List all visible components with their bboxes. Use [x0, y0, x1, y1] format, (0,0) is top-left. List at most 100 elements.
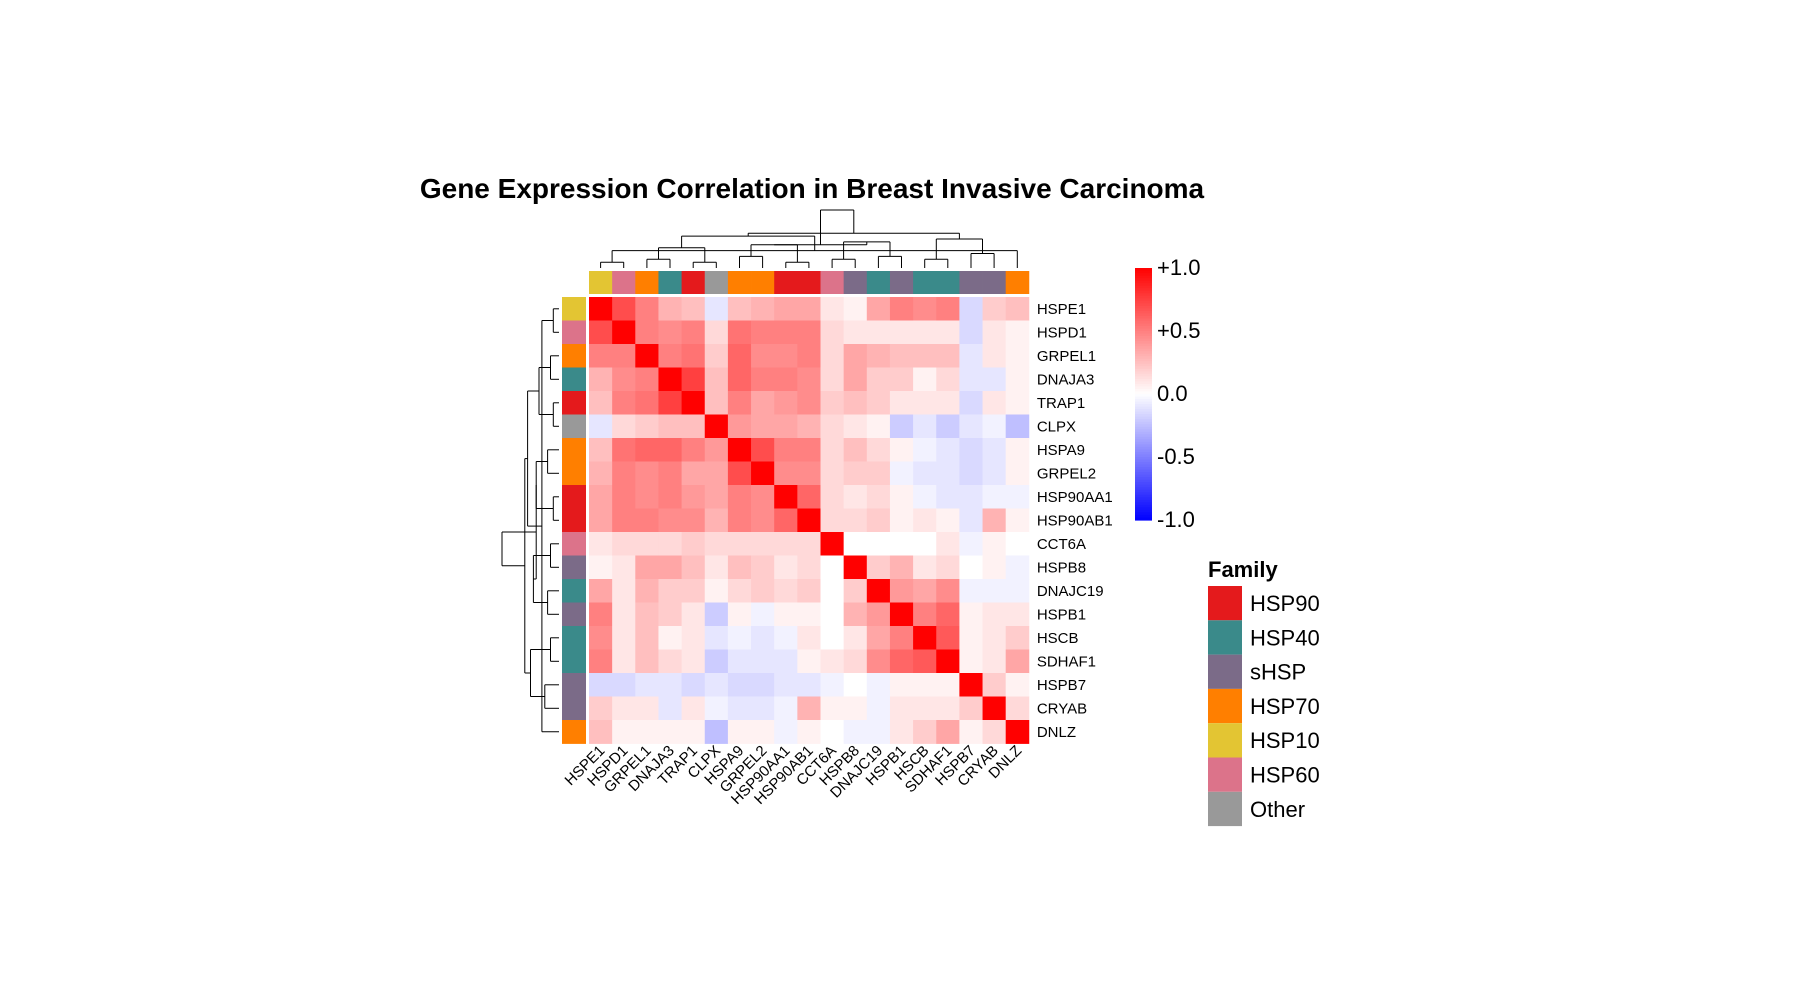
heatmap-cell-HSPE1-HSPE1 [589, 297, 613, 321]
heatmap-cell-HSPB8-GRPEL1 [635, 555, 659, 580]
heatmap-cell-CRYAB-HSPB7 [959, 696, 983, 721]
row-annotation-HSPB8 [562, 555, 586, 580]
heatmap-cell-CLPX-HSPE1 [589, 414, 613, 439]
heatmap-cell-HSPA9-HSP90AB1 [797, 438, 821, 462]
heatmap-cell-HSPD1-HSPA9 [727, 320, 752, 345]
row-label-CLPX: CLPX [1037, 418, 1076, 435]
colorbar-step-21 [1135, 320, 1152, 325]
heatmap-cell-SDHAF1-DNAJC19 [866, 649, 891, 674]
chart-title: Gene Expression Correlation in Breast In… [420, 173, 1205, 204]
row-labels: HSPE1 HSPD1 GRPEL1 DNAJA3 TRAP1 CLPX HSPA9 GRPE… [1037, 301, 1113, 741]
heatmap-cell-SDHAF1-CRYAB [982, 649, 1007, 674]
heatmap-cell-HSPD1-DNAJA3 [658, 320, 682, 345]
heatmap-cell-HSPE1-SDHAF1 [936, 297, 960, 321]
column-annotation-DNLZ [1005, 271, 1030, 294]
colorbar-step-34 [1135, 353, 1152, 357]
heatmap-cell-HSPD1-HSPB1 [889, 320, 914, 345]
heatmap-cell-CCT6A-DNAJC19 [866, 532, 891, 556]
heatmap-cell-HSPA9-HSPE1 [589, 438, 613, 462]
heatmap-cell-DNAJA3-HSP90AB1 [797, 367, 821, 392]
heatmap-cell-DNLZ-HSPB1 [889, 720, 914, 744]
heatmap-cell-DNLZ-HSPB8 [843, 720, 868, 744]
colorbar-step-36 [1135, 358, 1152, 362]
heatmap-cell-HSPB8-HSPD1 [612, 555, 636, 580]
heatmap-cell-HSPB7-DNLZ [1005, 673, 1030, 697]
colorbar-step-55 [1135, 406, 1152, 410]
heatmap-cell-HSPD1-CRYAB [982, 320, 1007, 345]
heatmap-cell-DNAJA3-DNAJC19 [866, 367, 891, 392]
heatmap-cell-CCT6A-HSPE1 [589, 532, 613, 556]
heatmap-cell-DNAJA3-HSPB7 [959, 367, 983, 392]
heatmap-cell-HSPB7-HSPE1 [589, 673, 613, 697]
heatmap-cell-TRAP1-HSPD1 [612, 391, 636, 415]
colorbar-step-80 [1135, 469, 1152, 473]
heatmap-cell-GRPEL1-HSPB7 [959, 344, 983, 368]
heatmap-cell-SDHAF1-HSP90AA1 [774, 649, 798, 674]
heatmap-cell-TRAP1-DNLZ [1005, 391, 1030, 415]
heatmap-cell-HSPB1-HSPB1 [889, 602, 914, 627]
heatmap-cell-HSCB-CCT6A [820, 626, 845, 650]
heatmap-cell-HSPB7-HSP90AB1 [797, 673, 821, 697]
heatmap-cell-DNAJC19-HSPA9 [727, 579, 752, 603]
heatmap-cell-CLPX-HSP90AB1 [797, 414, 821, 439]
heatmap-cell-CRYAB-HSPB8 [843, 696, 868, 721]
legend-swatch-hsp40 [1208, 620, 1242, 655]
heatmap-cell-SDHAF1-DNLZ [1005, 649, 1030, 674]
heatmap-cell-HSP90AB1-GRPEL2 [751, 508, 775, 533]
legend-title: Family [1208, 557, 1278, 582]
heatmap-cell-HSPA9-SDHAF1 [936, 438, 960, 462]
row-annotation-HSP90AA1 [562, 485, 586, 509]
colorbar-step-99 [1135, 517, 1152, 521]
heatmap-cell-SDHAF1-CLPX [704, 649, 729, 674]
heatmap-cell-GRPEL1-DNAJA3 [658, 344, 682, 368]
colorbar-step-73 [1135, 451, 1152, 456]
heatmap-cell-GRPEL2-SDHAF1 [936, 461, 960, 486]
colorbar-step-87 [1135, 487, 1152, 491]
heatmap-cell-HSP90AB1-HSPB7 [959, 508, 983, 533]
heatmap-cell-DNAJA3-HSPA9 [727, 367, 752, 392]
colorbar-step-28 [1135, 338, 1152, 342]
colorbar-tick-4: -1.0 [1157, 507, 1195, 532]
heatmap-cell-HSCB-CLPX [704, 626, 729, 650]
heatmap-cell-CLPX-GRPEL1 [635, 414, 659, 439]
colorbar-step-47 [1135, 386, 1152, 390]
colorbar-step-69 [1135, 441, 1152, 445]
heatmap-cell-TRAP1-CRYAB [982, 391, 1007, 415]
heatmap-cell-HSPE1-CRYAB [982, 297, 1007, 321]
colorbar-tick-2: 0.0 [1157, 381, 1188, 406]
legend-swatch-hsp10 [1208, 723, 1242, 758]
heatmap-cell-DNAJA3-HSPB1 [889, 367, 914, 392]
heatmap-cell-DNLZ-HSPE1 [589, 720, 613, 744]
row-annotation-HSP90AB1 [562, 508, 586, 533]
heatmap-cell-GRPEL2-HSPD1 [612, 461, 636, 486]
heatmap-cell-HSPE1-CLPX [704, 297, 729, 321]
heatmap-cell-HSPB7-DNAJC19 [866, 673, 891, 697]
heatmap-cell-HSPB8-HSPA9 [727, 555, 752, 580]
heatmap-cell-HSPB8-HSPB7 [959, 555, 983, 580]
heatmap-cell-GRPEL1-GRPEL2 [751, 344, 775, 368]
heatmap-cell-HSPB7-HSPD1 [612, 673, 636, 697]
heatmap-cell-HSP90AB1-GRPEL1 [635, 508, 659, 533]
column-annotation-HSP90AB1 [797, 271, 821, 294]
heatmap-cell-HSP90AB1-CLPX [704, 508, 729, 533]
heatmap-cell-HSPB1-HSP90AA1 [774, 602, 798, 627]
heatmap-cell-HSPB8-HSPB8 [843, 555, 868, 580]
colorbar-step-76 [1135, 459, 1152, 463]
heatmap-cell-HSP90AB1-HSPA9 [727, 508, 752, 533]
colorbar-step-58 [1135, 414, 1152, 418]
column-annotation-GRPEL2 [751, 271, 775, 294]
colorbar-step-95 [1135, 507, 1152, 511]
heatmap-cell-GRPEL1-TRAP1 [681, 344, 706, 368]
heatmap-cell-HSPB7-HSPB8 [843, 673, 868, 697]
heatmap-cell-HSP90AB1-HSPE1 [589, 508, 613, 533]
heatmap-cell-DNLZ-HSPA9 [727, 720, 752, 744]
heatmap-cell-HSP90AB1-CRYAB [982, 508, 1007, 533]
heatmap-cell-SDHAF1-CCT6A [820, 649, 845, 674]
heatmap-cell-HSPB1-HSPB8 [843, 602, 868, 627]
heatmap-cell-TRAP1-HSPB7 [959, 391, 983, 415]
colorbar-step-90 [1135, 494, 1152, 498]
heatmap-cell-CCT6A-DNLZ [1005, 532, 1030, 556]
heatmap-cell-CLPX-HSCB [913, 414, 937, 439]
heatmap-cell-DNLZ-GRPEL2 [751, 720, 775, 744]
heatmap-cell-SDHAF1-HSPD1 [612, 649, 636, 674]
